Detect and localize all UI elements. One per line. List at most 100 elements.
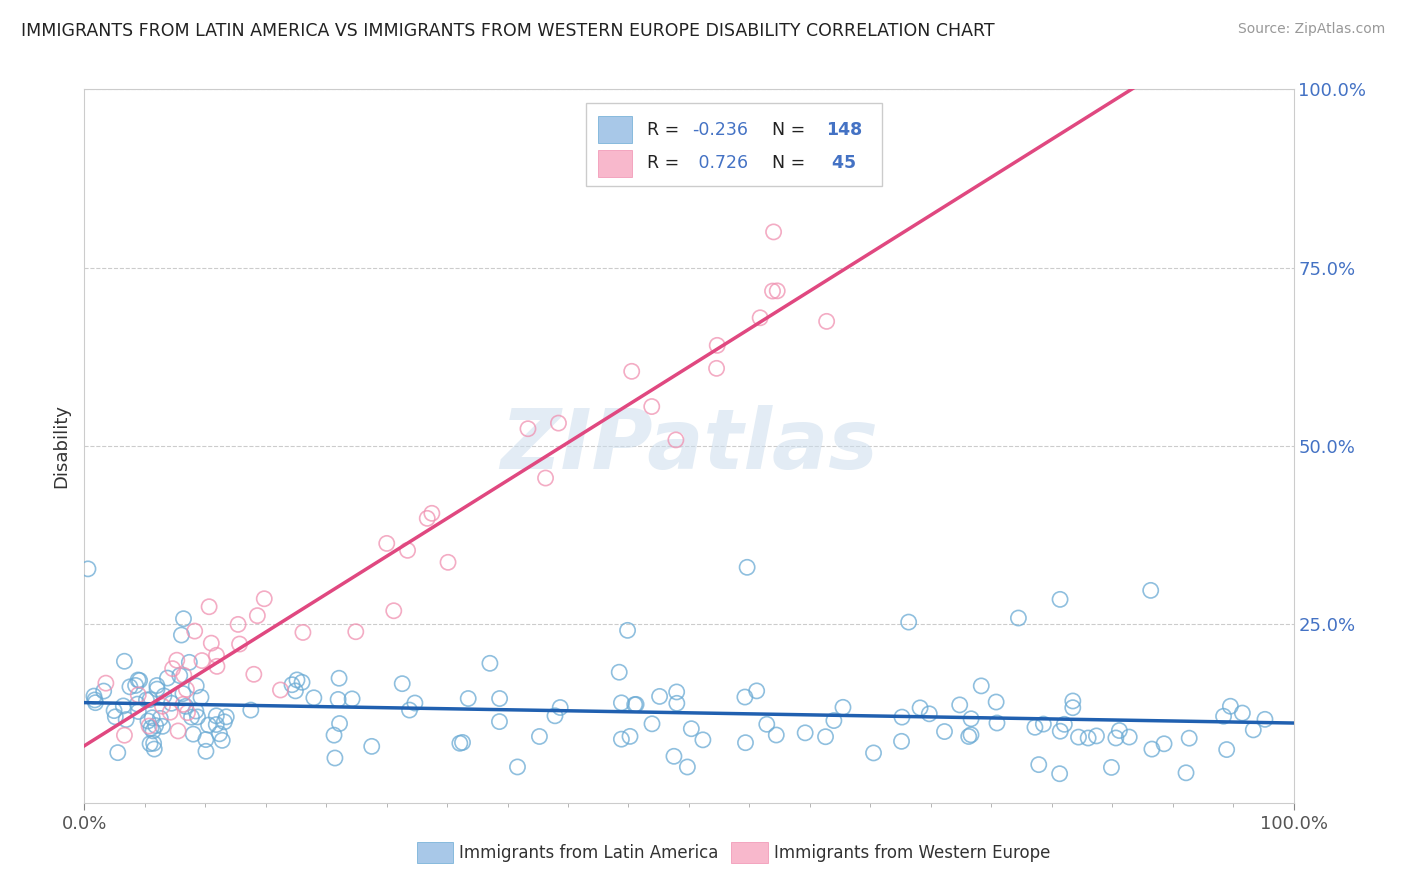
Point: [181, 727, 204, 741]
Point: [127, 673, 149, 687]
Point: [547, 416, 569, 430]
Point: [291, 675, 314, 690]
Point: [1049, 766, 1071, 780]
Point: [398, 703, 420, 717]
Point: [544, 708, 567, 723]
Point: [814, 730, 837, 744]
Point: [665, 433, 688, 447]
Point: [1028, 757, 1050, 772]
Point: [457, 691, 479, 706]
Point: [375, 536, 398, 550]
Point: [84, 696, 107, 710]
Point: [149, 711, 172, 725]
Point: [391, 676, 413, 690]
Point: [506, 760, 529, 774]
Point: [205, 709, 228, 723]
FancyBboxPatch shape: [599, 116, 633, 144]
Point: [1085, 729, 1108, 743]
Point: [269, 683, 291, 698]
Point: [815, 314, 838, 328]
Point: [215, 710, 238, 724]
Point: [152, 719, 174, 733]
Point: [152, 699, 174, 714]
Point: [908, 701, 931, 715]
Point: [404, 696, 426, 710]
Point: [529, 730, 551, 744]
Point: [396, 543, 419, 558]
Point: [1215, 742, 1237, 756]
Point: [159, 705, 181, 719]
Text: R =: R =: [647, 121, 685, 139]
Point: [616, 624, 638, 638]
Point: [93, 684, 115, 698]
Point: [228, 637, 250, 651]
Point: [135, 693, 157, 707]
Text: Immigrants from Western Europe: Immigrants from Western Europe: [773, 844, 1050, 862]
Point: [179, 656, 201, 670]
Text: Source: ZipAtlas.com: Source: ZipAtlas.com: [1237, 22, 1385, 37]
Point: [517, 422, 540, 436]
Point: [890, 734, 912, 748]
Point: [211, 733, 233, 747]
Point: [706, 338, 728, 352]
Point: [176, 706, 198, 720]
Point: [291, 625, 314, 640]
Point: [184, 704, 207, 718]
Point: [285, 673, 308, 687]
Point: [302, 690, 325, 705]
Point: [897, 615, 920, 629]
Point: [104, 710, 127, 724]
Point: [173, 668, 195, 682]
Point: [176, 682, 198, 697]
Point: [1140, 742, 1163, 756]
Point: [153, 689, 176, 703]
Point: [607, 665, 630, 680]
Point: [198, 599, 221, 614]
Text: IMMIGRANTS FROM LATIN AMERICA VS IMMIGRANTS FROM WESTERN EUROPE DISABILITY CORRE: IMMIGRANTS FROM LATIN AMERICA VS IMMIGRA…: [21, 22, 994, 40]
Point: [1139, 583, 1161, 598]
Point: [138, 719, 160, 733]
Point: [146, 679, 169, 693]
Point: [112, 698, 135, 713]
Point: [734, 690, 756, 704]
Point: [183, 624, 205, 638]
Point: [142, 736, 165, 750]
Point: [205, 717, 228, 731]
Text: N =: N =: [762, 121, 811, 139]
Point: [172, 698, 194, 712]
Point: [156, 671, 179, 685]
Point: [794, 726, 817, 740]
Point: [676, 760, 699, 774]
Point: [190, 690, 212, 705]
Point: [1153, 737, 1175, 751]
Point: [706, 361, 728, 376]
FancyBboxPatch shape: [418, 842, 453, 863]
Point: [960, 712, 983, 726]
Point: [186, 679, 208, 693]
Point: [986, 716, 1008, 731]
Point: [197, 718, 219, 732]
Point: [194, 744, 217, 758]
Point: [1178, 731, 1201, 746]
Point: [170, 628, 193, 642]
Point: [139, 692, 162, 706]
Point: [755, 717, 778, 731]
Point: [284, 684, 307, 698]
Point: [1049, 592, 1071, 607]
Point: [1241, 723, 1264, 737]
Point: [1219, 699, 1241, 714]
Point: [180, 710, 202, 724]
Point: [745, 684, 768, 698]
Point: [984, 695, 1007, 709]
Point: [136, 714, 159, 728]
Point: [205, 659, 228, 673]
Point: [681, 722, 703, 736]
Point: [665, 696, 688, 710]
Point: [1077, 731, 1099, 745]
Point: [832, 700, 855, 714]
Point: [692, 732, 714, 747]
Point: [420, 506, 443, 520]
Point: [162, 662, 184, 676]
Point: [281, 678, 304, 692]
Point: [478, 657, 501, 671]
